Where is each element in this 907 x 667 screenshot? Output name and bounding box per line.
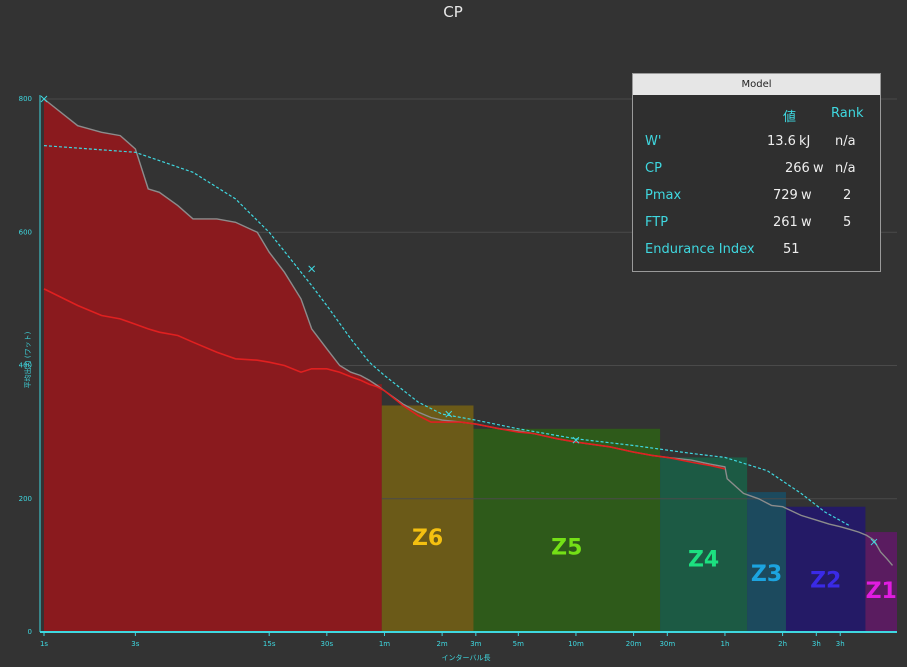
x-tick-label: 3m: [470, 640, 481, 648]
y-tick-label: 0: [28, 628, 32, 636]
y-tick-label: 600: [19, 228, 32, 236]
metric-name: W': [645, 134, 662, 149]
y-tick-label: 800: [19, 95, 32, 103]
model-panel: Model 値 Rank W' 13.6 kJ n/a CP 266 w n/a…: [632, 73, 881, 272]
marker-stroke: [308, 265, 316, 273]
column-rank-header: Rank: [831, 106, 864, 121]
marker-stroke: [40, 95, 48, 103]
metric-rank: n/a: [835, 161, 856, 176]
axis-layer: 0 200 400 600 800 1s 3s 15s 30s 1m 2m 3m 5m 10m 20m 30m…: [19, 95, 897, 648]
x-tick-label: 3h: [836, 640, 845, 648]
metric-rank: 2: [843, 188, 852, 203]
zone-label-z2: Z2: [810, 568, 841, 593]
x-tick-label: 2h: [778, 640, 787, 648]
zone-band-z2: [785, 506, 866, 632]
column-value-header: 値: [783, 110, 797, 125]
zone-label-z6: Z6: [412, 526, 443, 551]
metric-value: 51: [783, 242, 800, 257]
zone-band-z6: [381, 405, 474, 632]
model-row-ftp: FTP 261 w 5: [633, 215, 880, 235]
series-line-2: [43, 145, 850, 526]
zone-band-z1: [865, 532, 897, 632]
marker-stroke: [572, 436, 580, 444]
point-marker: [308, 265, 316, 273]
metric-unit: w: [801, 188, 812, 203]
metric-name: Pmax: [645, 188, 682, 203]
x-tick-label: 10m: [568, 640, 584, 648]
y-tick-label: 200: [19, 495, 32, 503]
x-axis-label: インターバル長: [442, 653, 491, 662]
x-tick-label: 1h: [721, 640, 730, 648]
zone-band-z3: [747, 492, 786, 632]
x-tick-label: 30s: [321, 640, 334, 648]
metric-name: Endurance Index: [645, 242, 755, 257]
zone-label-z3: Z3: [751, 562, 782, 587]
zone-label-z5: Z5: [551, 536, 582, 561]
metric-unit: w: [813, 161, 824, 176]
point-marker: [445, 410, 453, 418]
x-tick-label: 30m: [659, 640, 675, 648]
zone-band-z4: [660, 457, 748, 632]
y-tick-label: 400: [19, 362, 32, 370]
marker-stroke: [870, 538, 878, 546]
x-tick-label: 1m: [379, 640, 390, 648]
marker-stroke: [445, 410, 453, 418]
x-tick-label: 1s: [40, 640, 48, 648]
z7-area-fill: [44, 99, 382, 632]
metric-value: 729: [773, 188, 798, 203]
series-layer: [40, 95, 894, 632]
x-tick-label: 2m: [436, 640, 447, 648]
metric-unit: w: [801, 215, 812, 230]
model-row-wprime: W' 13.6 kJ n/a: [633, 134, 880, 154]
x-tick-label: 5m: [513, 640, 524, 648]
chart-title: CP: [443, 3, 463, 21]
x-tick-label: 3s: [131, 640, 139, 648]
zone-label-z4: Z4: [688, 548, 719, 573]
y-axis-label: 平均出力 (ワット): [23, 331, 32, 388]
metric-value: 261: [773, 215, 798, 230]
point-marker: [40, 95, 48, 103]
zone-band-z5: [473, 428, 661, 632]
model-header-row: 値 Rank: [633, 106, 880, 126]
metric-name: CP: [645, 161, 662, 176]
x-tick-label: 20m: [626, 640, 642, 648]
zone-label-z1: Z1: [866, 579, 897, 604]
metric-value: 266: [785, 161, 810, 176]
model-row-endurance-index: Endurance Index 51: [633, 242, 880, 262]
metric-unit: kJ: [799, 134, 811, 149]
model-panel-title: Model: [633, 74, 880, 95]
metric-rank: 5: [843, 215, 852, 230]
metric-rank: n/a: [835, 134, 856, 149]
model-row-pmax: Pmax 729 w 2: [633, 188, 880, 208]
x-tick-label: 3h: [812, 640, 821, 648]
series-line-1: [43, 288, 726, 470]
point-marker: [870, 538, 878, 546]
point-marker: [572, 436, 580, 444]
model-row-cp: CP 266 w n/a: [633, 161, 880, 181]
metric-value: 13.6: [767, 134, 796, 149]
x-tick-label: 15s: [263, 640, 276, 648]
metric-name: FTP: [645, 215, 669, 230]
